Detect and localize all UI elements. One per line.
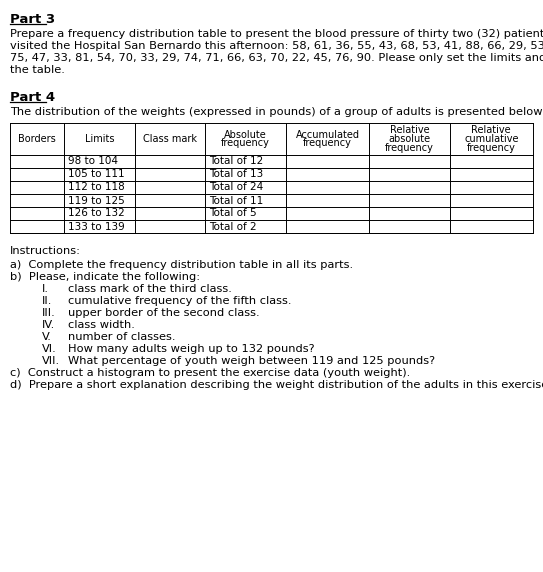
Text: Borders: Borders <box>18 134 56 144</box>
Text: frequency: frequency <box>385 143 434 153</box>
Text: Total of 24: Total of 24 <box>209 182 263 193</box>
Text: d)  Prepare a short explanation describing the weight distribution of the adults: d) Prepare a short explanation describin… <box>10 380 543 390</box>
Text: Total of 13: Total of 13 <box>209 169 263 180</box>
Text: a)  Complete the frequency distribution table in all its parts.: a) Complete the frequency distribution t… <box>10 260 353 270</box>
Text: frequency: frequency <box>303 138 352 149</box>
Text: VI.: VI. <box>42 344 57 354</box>
Text: number of classes.: number of classes. <box>68 332 175 342</box>
Text: Part 3: Part 3 <box>10 13 55 26</box>
Text: How many adults weigh up to 132 pounds?: How many adults weigh up to 132 pounds? <box>68 344 314 354</box>
Text: frequency: frequency <box>221 138 270 149</box>
Text: Relative: Relative <box>389 125 429 135</box>
Text: I.: I. <box>42 284 49 294</box>
Text: Total of 12: Total of 12 <box>209 157 263 166</box>
Text: 112 to 118: 112 to 118 <box>68 182 125 193</box>
Text: frequency: frequency <box>467 143 516 153</box>
Text: 119 to 125: 119 to 125 <box>68 196 125 205</box>
Text: class width.: class width. <box>68 320 135 330</box>
Text: class mark of the third class.: class mark of the third class. <box>68 284 232 294</box>
Text: Class mark: Class mark <box>143 134 197 144</box>
Text: Prepare a frequency distribution table to present the blood pressure of thirty t: Prepare a frequency distribution table t… <box>10 29 543 39</box>
Text: Total of 2: Total of 2 <box>209 221 257 232</box>
Text: 105 to 111: 105 to 111 <box>68 169 124 180</box>
Text: Relative: Relative <box>471 125 511 135</box>
Text: 126 to 132: 126 to 132 <box>68 209 125 219</box>
Text: cumulative frequency of the fifth class.: cumulative frequency of the fifth class. <box>68 296 292 306</box>
Text: Total of 5: Total of 5 <box>209 209 257 219</box>
Text: VII.: VII. <box>42 356 60 366</box>
Text: Limits: Limits <box>85 134 114 144</box>
Text: 75, 47, 33, 81, 54, 70, 33, 29, 74, 71, 66, 63, 70, 22, 45, 76, 90. Please only : 75, 47, 33, 81, 54, 70, 33, 29, 74, 71, … <box>10 53 543 63</box>
Text: 133 to 139: 133 to 139 <box>68 221 125 232</box>
Text: IV.: IV. <box>42 320 55 330</box>
Text: Accumulated: Accumulated <box>295 129 359 140</box>
Text: 98 to 104: 98 to 104 <box>68 157 118 166</box>
Text: absolute: absolute <box>388 134 431 144</box>
Text: The distribution of the weights (expressed in pounds) of a group of adults is pr: The distribution of the weights (express… <box>10 107 543 117</box>
Text: upper border of the second class.: upper border of the second class. <box>68 308 260 318</box>
Text: cumulative: cumulative <box>464 134 519 144</box>
Text: What percentage of youth weigh between 119 and 125 pounds?: What percentage of youth weigh between 1… <box>68 356 435 366</box>
Text: visited the Hospital San Bernardo this afternoon: 58, 61, 36, 55, 43, 68, 53, 41: visited the Hospital San Bernardo this a… <box>10 41 543 51</box>
Text: III.: III. <box>42 308 56 318</box>
Text: II.: II. <box>42 296 52 306</box>
Text: Total of 11: Total of 11 <box>209 196 263 205</box>
Text: V.: V. <box>42 332 52 342</box>
Text: b)  Please, indicate the following:: b) Please, indicate the following: <box>10 272 200 282</box>
Text: Part 4: Part 4 <box>10 91 55 104</box>
Text: Absolute: Absolute <box>224 129 267 140</box>
Text: the table.: the table. <box>10 65 65 75</box>
Text: c)  Construct a histogram to present the exercise data (youth weight).: c) Construct a histogram to present the … <box>10 368 411 378</box>
Text: Instructions:: Instructions: <box>10 246 81 256</box>
